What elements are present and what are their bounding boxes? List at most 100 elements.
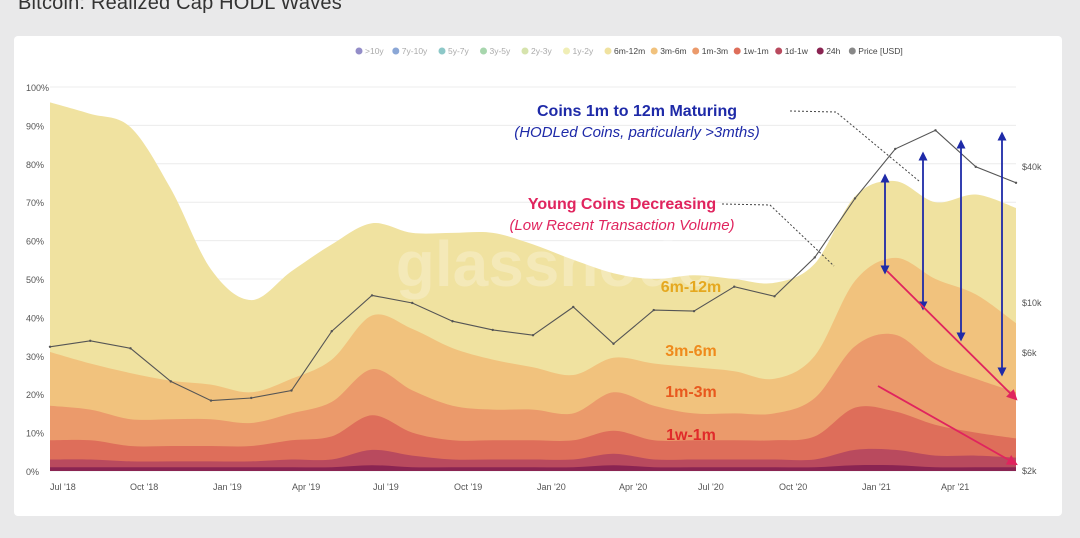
y-axis-right: $2k $6k $10k $40k [1022,162,1042,476]
young-leader-line [721,203,835,267]
y-right-tick-label: $10k [1022,298,1042,308]
legend-item[interactable]: 5y-7y [438,46,470,56]
price-point [411,301,414,305]
price-point [612,342,615,345]
price-point [733,285,736,288]
x-tick-label: Apr '21 [941,482,969,492]
y-tick-label: 20% [26,390,44,400]
price-point [813,256,816,259]
band-label-3m-6m: 3m-6m [665,343,717,360]
x-tick-label: Oct '19 [454,482,482,492]
y-tick-label: 40% [26,313,44,323]
legend-item[interactable]: 1w-1m [733,46,769,56]
y-tick-label: 90% [26,121,44,131]
legend-label: 1y-2y [573,46,595,56]
legend-item[interactable]: >10y [355,46,385,56]
legend-item[interactable]: 7y-10y [392,46,428,56]
legend-swatch [733,47,741,55]
price-point [48,345,52,348]
maturing-leader-line [789,110,920,182]
y-tick-label: 100% [26,83,49,93]
hodl-bands [50,102,1016,472]
price-point [773,295,776,298]
legend-swatch [521,47,529,55]
legend-swatch [392,47,400,55]
y-right-tick-label: $2k [1022,466,1037,476]
legend-label: 1m-3m [702,46,728,56]
band-1w-1m [50,406,1016,471]
legend-swatch [775,47,783,55]
price-point [1014,181,1018,184]
x-tick-label: Jan '20 [537,482,566,492]
legend-label: 6m-12m [614,46,645,56]
legend-swatch [604,47,612,55]
legend-item[interactable]: 24h [816,46,841,56]
y-tick-label: 80% [26,160,44,170]
x-tick-label: Jan '19 [213,482,242,492]
x-tick-label: Jan '21 [862,482,891,492]
legend-label: 1d-1w [785,46,809,56]
legend-item[interactable]: 1m-3m [692,46,728,56]
price-point [89,339,92,343]
legend-swatch [563,47,570,55]
legend-swatch [848,47,856,55]
legend-label: 24h [826,46,840,56]
band-label-1m-3m: 1m-3m [665,384,717,401]
band-1m-3m [50,333,1016,471]
x-tick-label: Apr '20 [619,482,647,492]
page-title: Bitcoin: Realized Cap HODL Waves [18,0,342,14]
x-tick-label: Jul '18 [50,482,76,492]
price-point [974,165,977,169]
annotations: Coins 1m to 12m Maturing (HODLed Coins, … [509,103,1018,466]
price-point [370,294,374,297]
young-title: Young Coins Decreasing [528,196,716,213]
price-point [692,309,696,313]
price-point [330,330,333,333]
x-tick-label: Apr '19 [292,482,320,492]
price-point [290,389,293,392]
maturing-subtitle: (HODLed Coins, particularly >3mths) [514,124,760,141]
band-1d-1w [50,448,1016,471]
young-decrease-arrow-2 [877,385,1018,466]
y-right-tick-label: $6k [1022,348,1037,358]
y-tick-label: 70% [26,198,44,208]
legend-swatch [438,47,446,55]
price-point [250,396,253,400]
legend-label: 3y-5y [490,46,512,56]
legend-swatch [480,47,487,55]
price-point [209,399,213,402]
band-label-1w-1m: 1w-1m [666,427,716,444]
y-tick-label: 10% [26,429,44,439]
young-decrease-arrow-1 [886,270,1018,401]
legend-item[interactable]: 1y-2y [563,46,594,56]
young-subtitle: (Low Recent Transaction Volume) [509,217,734,234]
legend-swatch [650,47,658,55]
price-point [451,320,454,323]
legend-item[interactable]: 1d-1w [775,46,809,56]
legend-swatch [816,47,824,55]
legend-label: 7y-10y [402,46,428,56]
legend-item[interactable]: 3y-5y [480,46,511,56]
legend-item[interactable]: 3m-6m [650,46,687,56]
legend-label: 2y-3y [531,46,553,56]
y-tick-label: 0% [26,467,39,477]
legend-label: 1w-1m [743,46,769,56]
legend-swatch [692,47,700,55]
legend-item[interactable]: Price [USD] [848,46,903,56]
x-axis: Jul '18 Oct '18 Jan '19 Apr '19 Jul '19 Oct '… [50,482,969,492]
price-point [934,129,937,132]
legend-item[interactable]: 2y-3y [521,46,553,56]
maturing-title: Coins 1m to 12m Maturing [537,103,737,120]
price-point [531,334,535,337]
hodl-waves-chart: >10y 7y-10y 5y-7y 3y-5y 2y-3y 1y-2y 6m-12m 3m-6… [26,46,1042,492]
price-point [572,305,575,309]
watermark: glassnode [396,228,713,300]
price-point [853,197,857,200]
band-24h [50,464,1016,471]
price-point [491,328,494,332]
x-tick-label: Oct '18 [130,482,158,492]
legend-item[interactable]: 6m-12m [604,46,646,56]
legend-label: 5y-7y [448,46,470,56]
y-tick-label: 30% [26,352,44,362]
x-tick-label: Jul '20 [698,482,724,492]
